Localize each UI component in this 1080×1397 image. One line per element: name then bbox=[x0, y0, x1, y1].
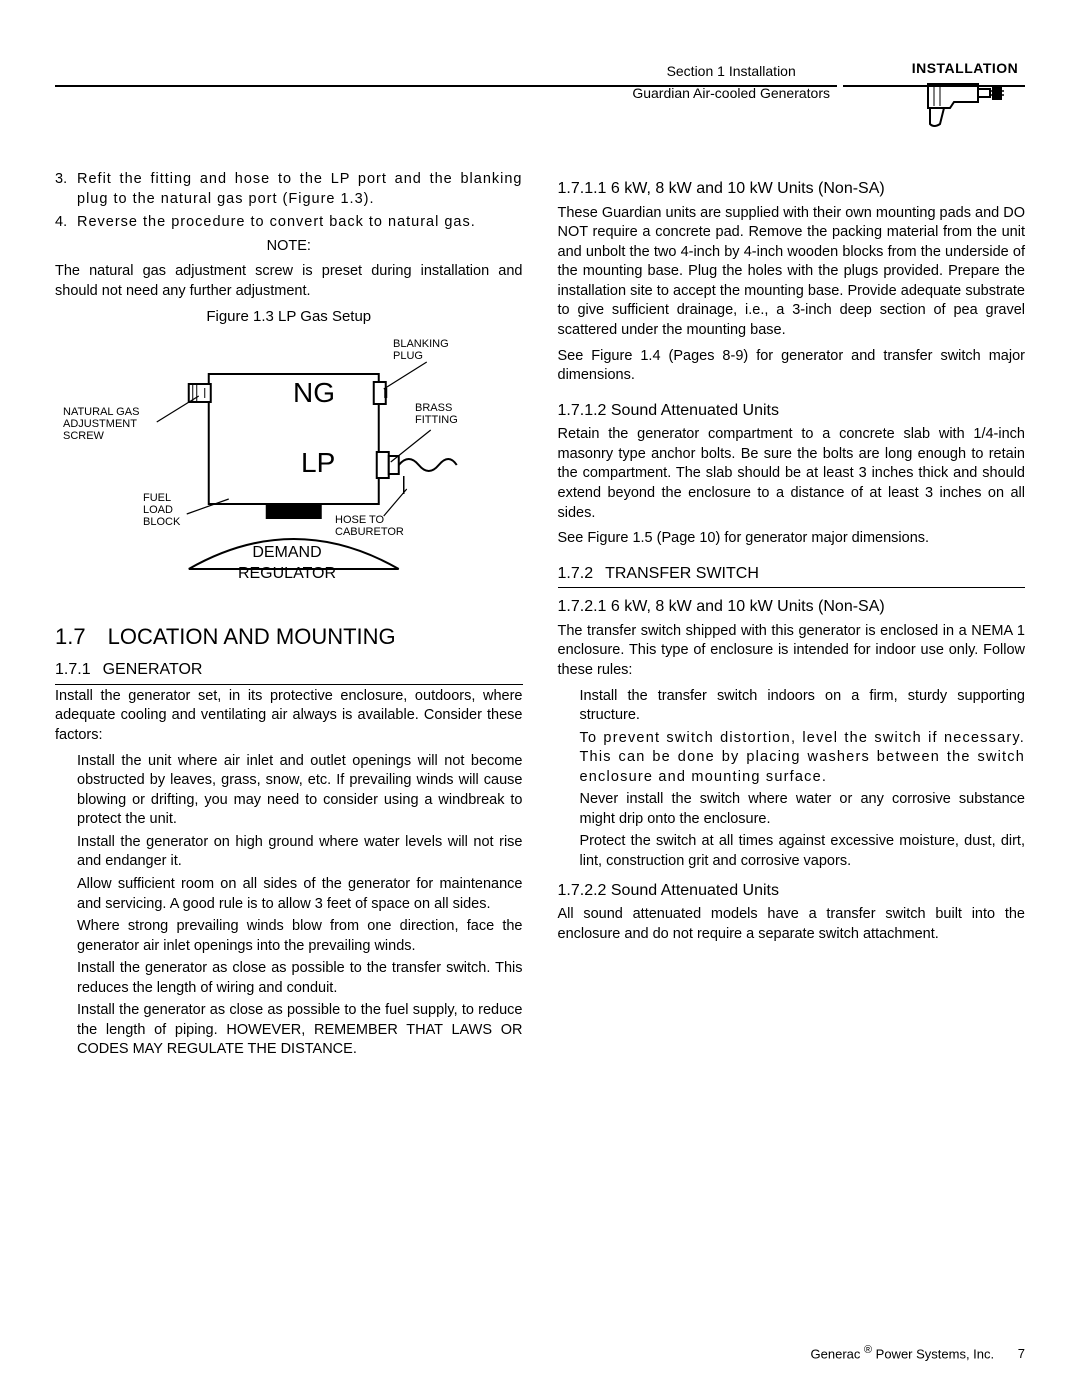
note-label: NOTE: bbox=[55, 237, 523, 257]
section-1-7-heading: 1.7 LOCATION AND MOUNTING bbox=[55, 622, 523, 652]
header-rule-gap bbox=[837, 85, 843, 89]
left-column: 3. Refit the fitting and hose to the LP … bbox=[55, 170, 523, 1063]
para-1-7-2-1: The transfer switch shipped with this ge… bbox=[558, 622, 1026, 681]
para-1-7-1-2-b: See Figure 1.5 (Page 10) for generator m… bbox=[558, 529, 1026, 549]
step-number: 4. bbox=[55, 213, 77, 233]
step-number: 3. bbox=[55, 170, 77, 209]
list-item: Install the generator as close as possib… bbox=[65, 1001, 523, 1060]
heading-1-7-1-1: 1.7.1.1 6 kW, 8 kW and 10 kW Units (Non-… bbox=[558, 178, 1026, 200]
bullet-text: Install the generator on high ground whe… bbox=[77, 833, 523, 872]
page-footer: Generac ® Power Systems, Inc. 7 bbox=[811, 1344, 1025, 1361]
figure-caption: Figure 1.3 LP Gas Setup bbox=[55, 307, 523, 327]
installation-label: INSTALLATION bbox=[905, 60, 1025, 76]
label-ng: NG bbox=[293, 374, 335, 412]
heading-1-7-1-2: 1.7.1.2 Sound Attenuated Units bbox=[558, 400, 1026, 422]
sub-number: 1.7.1 bbox=[55, 659, 91, 681]
bullet-text: Where strong prevailing winds blow from … bbox=[77, 917, 523, 956]
step-4: 4. Reverse the procedure to convert back… bbox=[55, 213, 523, 233]
list-item: Allow sufficient room on all sides of th… bbox=[65, 875, 523, 914]
figure-1-3: BLANKING PLUG BRASS FITTING NATURAL GAS … bbox=[55, 334, 523, 594]
bullet-text: Install the transfer switch indoors on a… bbox=[580, 687, 1026, 726]
para-1-7-1-1-a: These Guardian units are supplied with t… bbox=[558, 204, 1026, 341]
list-item: Install the generator as close as possib… bbox=[65, 959, 523, 998]
sub-title: TRANSFER SWITCH bbox=[605, 563, 759, 585]
list-item: Never install the switch where water or … bbox=[568, 790, 1026, 829]
note-text: The natural gas adjustment screw is pres… bbox=[55, 262, 523, 301]
label-natural-gas: NATURAL GAS ADJUSTMENT SCREW bbox=[63, 406, 139, 442]
right-column: 1.7.1.1 6 kW, 8 kW and 10 kW Units (Non-… bbox=[558, 170, 1026, 1063]
document-page: Section 1 Installation Guardian Air-cool… bbox=[0, 0, 1080, 1397]
label-brass-fitting: BRASS FITTING bbox=[415, 402, 458, 426]
subsection-1-7-2-heading: 1.7.2 TRANSFER SWITCH bbox=[558, 563, 1026, 589]
header-rule bbox=[55, 85, 1025, 87]
bullet-text: Install the unit where air inlet and out… bbox=[77, 752, 523, 830]
drill-icon bbox=[920, 78, 1010, 128]
page-header: Section 1 Installation Guardian Air-cool… bbox=[55, 60, 1025, 130]
list-item: Install the generator on high ground whe… bbox=[65, 833, 523, 872]
para-1-7-1-2-a: Retain the generator compartment to a co… bbox=[558, 425, 1026, 523]
footer-page-number: 7 bbox=[1018, 1346, 1025, 1361]
label-hose-to: HOSE TO CABURETOR bbox=[335, 514, 404, 538]
list-item: Where strong prevailing winds blow from … bbox=[65, 917, 523, 956]
section-number: 1.7 bbox=[55, 622, 86, 652]
bullet-mark bbox=[568, 729, 580, 788]
installation-badge: INSTALLATION bbox=[905, 60, 1025, 133]
subsection-1-7-1-heading: 1.7.1 GENERATOR bbox=[55, 659, 523, 685]
header-section-line: Section 1 Installation bbox=[632, 60, 830, 82]
bullet-mark bbox=[65, 917, 77, 956]
sub-number: 1.7.2 bbox=[558, 563, 594, 585]
footer-tail: Power Systems, Inc. bbox=[876, 1346, 994, 1361]
step-text: Reverse the procedure to convert back to… bbox=[77, 213, 523, 233]
bullet-mark bbox=[568, 832, 580, 871]
heading-1-7-2-2: 1.7.2.2 Sound Attenuated Units bbox=[558, 880, 1026, 902]
bullet-mark bbox=[65, 752, 77, 830]
generator-intro: Install the generator set, in its protec… bbox=[55, 687, 523, 746]
para-1-7-2-2: All sound attenuated models have a trans… bbox=[558, 905, 1026, 944]
bullet-mark bbox=[568, 790, 580, 829]
bullet-text: To prevent switch distortion, level the … bbox=[580, 729, 1026, 788]
label-lp: LP bbox=[301, 444, 335, 482]
bullet-text: Allow sufficient room on all sides of th… bbox=[77, 875, 523, 914]
bullet-mark bbox=[568, 687, 580, 726]
bullet-mark bbox=[65, 1001, 77, 1060]
label-blanking-plug: BLANKING PLUG bbox=[393, 338, 449, 362]
list-item: Install the unit where air inlet and out… bbox=[65, 752, 523, 830]
step-text: Refit the fitting and hose to the LP por… bbox=[77, 170, 523, 209]
footer-registered: ® bbox=[864, 1344, 872, 1356]
bullet-text: Install the generator as close as possib… bbox=[77, 1001, 523, 1060]
sub-title: GENERATOR bbox=[103, 659, 203, 681]
header-product-line: Guardian Air-cooled Generators bbox=[632, 82, 830, 104]
header-text-block: Section 1 Installation Guardian Air-cool… bbox=[632, 60, 830, 105]
step-3: 3. Refit the fitting and hose to the LP … bbox=[55, 170, 523, 209]
bullet-text: Never install the switch where water or … bbox=[580, 790, 1026, 829]
list-item: Protect the switch at all times against … bbox=[568, 832, 1026, 871]
bullet-text: Protect the switch at all times against … bbox=[580, 832, 1026, 871]
heading-1-7-2-1: 1.7.2.1 6 kW, 8 kW and 10 kW Units (Non-… bbox=[558, 596, 1026, 618]
list-item: To prevent switch distortion, level the … bbox=[568, 729, 1026, 788]
bullet-mark bbox=[65, 959, 77, 998]
para-1-7-1-1-b: See Figure 1.4 (Pages 8-9) for generator… bbox=[558, 347, 1026, 386]
footer-company: Generac bbox=[811, 1346, 861, 1361]
bullet-mark bbox=[65, 833, 77, 872]
label-fuel-load: FUEL LOAD BLOCK bbox=[143, 492, 180, 528]
label-demand-regulator: DEMAND REGULATOR bbox=[217, 542, 357, 585]
bullet-text: Install the generator as close as possib… bbox=[77, 959, 523, 998]
bullet-mark bbox=[65, 875, 77, 914]
list-item: Install the transfer switch indoors on a… bbox=[568, 687, 1026, 726]
content-columns: 3. Refit the fitting and hose to the LP … bbox=[55, 170, 1025, 1063]
section-title: LOCATION AND MOUNTING bbox=[108, 622, 396, 652]
